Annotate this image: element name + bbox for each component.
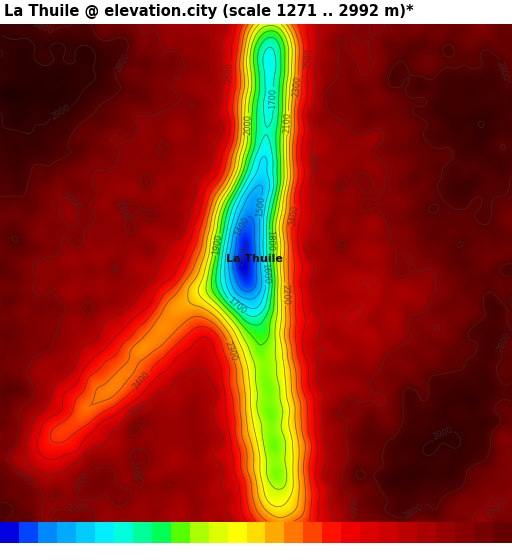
Bar: [266, 522, 285, 543]
Bar: [398, 522, 417, 543]
Text: 2800: 2800: [402, 502, 425, 520]
Text: 2462: 2462: [346, 545, 355, 560]
Bar: [379, 522, 398, 543]
Bar: [208, 522, 227, 543]
Text: 2700: 2700: [113, 199, 132, 222]
Text: 2000: 2000: [243, 114, 253, 134]
Bar: [57, 522, 76, 543]
Bar: [455, 522, 474, 543]
Text: 2800: 2800: [495, 59, 510, 82]
Text: 2661: 2661: [403, 545, 412, 560]
Bar: [189, 522, 208, 543]
Text: 2800: 2800: [113, 51, 131, 73]
Text: 2600: 2600: [307, 153, 317, 174]
Bar: [114, 522, 133, 543]
Bar: [285, 522, 304, 543]
Text: 2700: 2700: [345, 496, 356, 518]
Bar: [19, 522, 38, 543]
Bar: [342, 522, 360, 543]
Text: 2926: 2926: [479, 545, 488, 560]
Text: 2860: 2860: [460, 545, 469, 560]
Text: 1700: 1700: [268, 88, 278, 109]
Text: 1337: 1337: [24, 545, 33, 560]
Text: 2500: 2500: [225, 62, 235, 83]
Text: 2300: 2300: [291, 75, 303, 97]
Text: 2264: 2264: [289, 545, 298, 560]
Text: 1602: 1602: [100, 545, 109, 560]
Text: 2700: 2700: [14, 468, 36, 487]
Text: 2198: 2198: [270, 545, 280, 560]
Text: 1999: 1999: [214, 545, 223, 560]
Text: 2400: 2400: [132, 369, 152, 391]
Text: 2300: 2300: [222, 339, 238, 362]
Text: 1403: 1403: [43, 545, 52, 560]
Text: 2529: 2529: [365, 545, 374, 560]
Text: 1271: 1271: [5, 545, 14, 560]
Bar: [227, 522, 246, 543]
Text: 2700: 2700: [67, 503, 88, 513]
Text: 1900: 1900: [211, 234, 224, 255]
Text: 1668: 1668: [119, 545, 128, 560]
Text: 2600: 2600: [126, 399, 148, 419]
Text: La Thuile: La Thuile: [226, 254, 283, 264]
Text: 2992: 2992: [498, 545, 507, 560]
Bar: [76, 522, 95, 543]
Text: 1600: 1600: [260, 263, 270, 284]
Text: 2900: 2900: [49, 102, 72, 122]
Bar: [38, 522, 57, 543]
Bar: [493, 522, 512, 543]
Text: 2900: 2900: [432, 426, 454, 442]
Text: 1800: 1800: [265, 230, 274, 251]
Text: 1400: 1400: [232, 215, 250, 237]
Text: 1300: 1300: [236, 245, 250, 268]
Text: 1734: 1734: [138, 545, 147, 560]
Bar: [417, 522, 436, 543]
Text: 1867: 1867: [176, 545, 185, 560]
Bar: [246, 522, 266, 543]
Text: 2700: 2700: [128, 460, 141, 483]
Text: 1700: 1700: [226, 296, 248, 316]
Text: 2500: 2500: [303, 48, 313, 69]
Bar: [0, 522, 19, 543]
Text: 2700: 2700: [61, 191, 82, 212]
Bar: [323, 522, 342, 543]
Text: 2595: 2595: [384, 545, 393, 560]
Bar: [133, 522, 152, 543]
Bar: [304, 522, 323, 543]
Text: 1933: 1933: [195, 545, 204, 560]
Text: 2200: 2200: [280, 283, 290, 305]
Text: 1470: 1470: [62, 545, 71, 560]
Bar: [170, 522, 189, 543]
Text: 2793: 2793: [441, 545, 450, 560]
Bar: [152, 522, 170, 543]
Text: 2100: 2100: [283, 111, 293, 133]
Text: 2727: 2727: [422, 545, 431, 560]
Text: 2400: 2400: [288, 204, 300, 226]
Text: 2800: 2800: [496, 331, 512, 354]
Text: 1500: 1500: [254, 195, 266, 217]
Bar: [360, 522, 379, 543]
Text: 2330: 2330: [308, 545, 317, 560]
Text: La Thuile @ elevation.city (scale 1271 .. 2992 m)*: La Thuile @ elevation.city (scale 1271 .…: [4, 4, 414, 19]
Text: 2065: 2065: [232, 545, 242, 560]
Text: 2700: 2700: [73, 470, 91, 493]
Bar: [95, 522, 114, 543]
Text: 2132: 2132: [251, 545, 261, 560]
Bar: [474, 522, 493, 543]
Text: 2700: 2700: [485, 500, 507, 521]
Text: 2396: 2396: [327, 545, 336, 560]
Text: 1801: 1801: [157, 545, 166, 560]
Text: 1536: 1536: [81, 545, 90, 560]
Text: 2800: 2800: [32, 20, 54, 36]
Bar: [436, 522, 455, 543]
